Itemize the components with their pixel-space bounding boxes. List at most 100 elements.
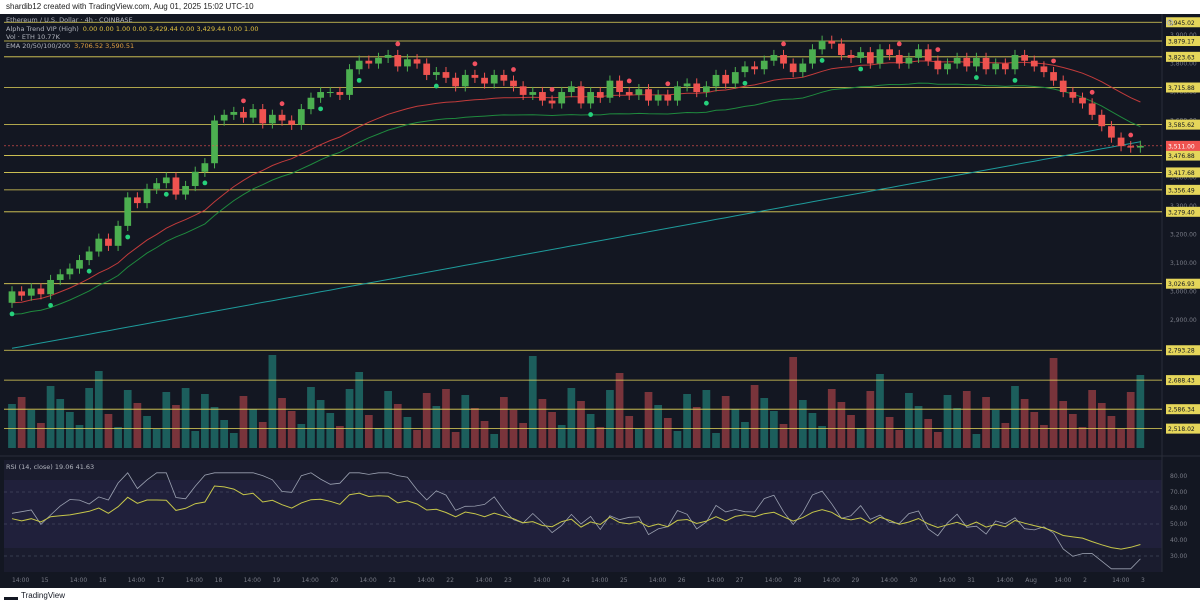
candle-body[interactable] xyxy=(674,86,681,101)
candle-body[interactable] xyxy=(982,57,990,70)
candle-body[interactable] xyxy=(809,49,816,64)
candle-body[interactable] xyxy=(317,92,324,98)
candle-body[interactable] xyxy=(760,60,768,70)
candle-body[interactable] xyxy=(384,55,392,58)
candle-body[interactable] xyxy=(751,66,758,70)
candle-body[interactable] xyxy=(1011,55,1019,70)
candle-body[interactable] xyxy=(606,80,614,98)
candle-body[interactable] xyxy=(346,69,353,95)
candle-body[interactable] xyxy=(596,92,604,98)
candle-body[interactable] xyxy=(191,171,199,187)
candle-body[interactable] xyxy=(722,74,730,84)
candle-body[interactable] xyxy=(37,288,45,295)
candle-body[interactable] xyxy=(432,72,440,75)
candle-body[interactable] xyxy=(1021,55,1029,61)
candle-body[interactable] xyxy=(375,57,382,64)
candle-body[interactable] xyxy=(973,57,980,67)
candle-body[interactable] xyxy=(1117,137,1125,147)
candle-body[interactable] xyxy=(249,109,257,118)
candle-body[interactable] xyxy=(452,77,460,87)
candle-body[interactable] xyxy=(828,40,836,44)
candle-body[interactable] xyxy=(702,86,710,93)
candle-body[interactable] xyxy=(818,40,826,50)
candle-body[interactable] xyxy=(953,57,961,64)
candle-body[interactable] xyxy=(500,74,508,81)
candle-body[interactable] xyxy=(886,49,893,56)
candle-body[interactable] xyxy=(143,188,151,204)
candle-body[interactable] xyxy=(365,60,373,64)
gear-icon[interactable] xyxy=(1164,18,1176,30)
candle-body[interactable] xyxy=(1127,146,1135,148)
candle-body[interactable] xyxy=(1108,126,1115,138)
candle-body[interactable] xyxy=(731,72,739,84)
candle-body[interactable] xyxy=(1040,66,1048,73)
candle-body[interactable] xyxy=(288,120,296,125)
candle-body[interactable] xyxy=(616,80,623,93)
candle-body[interactable] xyxy=(693,83,701,93)
candle-body[interactable] xyxy=(780,55,787,64)
candle-body[interactable] xyxy=(220,114,228,121)
candle-body[interactable] xyxy=(539,92,546,101)
candle-body[interactable] xyxy=(963,57,971,67)
candle-body[interactable] xyxy=(162,177,170,184)
candle-body[interactable] xyxy=(442,72,450,78)
candle-body[interactable] xyxy=(211,120,218,164)
candle-body[interactable] xyxy=(47,279,54,295)
candle-body[interactable] xyxy=(461,74,469,87)
candle-body[interactable] xyxy=(259,109,267,124)
chart-area[interactable]: 3,900.003,800.003,700.003,600.003,500.00… xyxy=(0,14,1200,588)
candle-body[interactable] xyxy=(1050,72,1057,81)
candle-body[interactable] xyxy=(18,291,26,296)
candle-body[interactable] xyxy=(27,288,35,296)
candle-body[interactable] xyxy=(857,52,865,58)
candle-body[interactable] xyxy=(1001,63,1009,70)
candle-body[interactable] xyxy=(558,92,566,104)
rsi-legend[interactable]: RSI (14, close) 19.06 41.63 xyxy=(6,463,94,471)
candle-body[interactable] xyxy=(915,49,922,58)
candle-body[interactable] xyxy=(625,92,633,95)
candle-body[interactable] xyxy=(519,86,527,95)
candle-body[interactable] xyxy=(741,66,749,73)
candle-body[interactable] xyxy=(1079,97,1086,104)
candle-body[interactable] xyxy=(95,238,103,252)
legend-symbol[interactable]: Ethereum / U.S. Dollar · 4h · COINBASE xyxy=(6,16,259,25)
candle-body[interactable] xyxy=(404,59,411,67)
candle-body[interactable] xyxy=(172,177,180,195)
candle-body[interactable] xyxy=(770,55,778,61)
candle-body[interactable] xyxy=(548,100,556,104)
candle-body[interactable] xyxy=(1088,103,1096,115)
candle-body[interactable] xyxy=(114,225,122,246)
candle-body[interactable] xyxy=(105,238,112,246)
candle-body[interactable] xyxy=(992,63,1000,70)
candle-body[interactable] xyxy=(85,251,93,261)
candle-body[interactable] xyxy=(230,111,238,115)
candle-body[interactable] xyxy=(712,74,720,87)
candle-body[interactable] xyxy=(683,83,691,87)
candle-body[interactable] xyxy=(635,89,643,95)
candle-body[interactable] xyxy=(124,197,132,226)
candle-body[interactable] xyxy=(944,63,951,70)
candle-body[interactable] xyxy=(567,86,575,93)
candle-body[interactable] xyxy=(394,55,402,67)
candle-body[interactable] xyxy=(866,52,874,64)
candle-body[interactable] xyxy=(654,94,662,101)
candle-body[interactable] xyxy=(355,60,363,70)
candle-body[interactable] xyxy=(876,49,884,64)
candle-body[interactable] xyxy=(423,63,431,75)
candle-body[interactable] xyxy=(240,111,247,118)
candle-body[interactable] xyxy=(664,94,672,101)
candle-body[interactable] xyxy=(76,260,83,269)
price-chart-svg[interactable]: 3,900.003,800.003,700.003,600.003,500.00… xyxy=(0,14,1200,588)
candle-body[interactable] xyxy=(799,63,807,73)
legend-alpha-trend[interactable]: Alpha Trend VIP (High) 0.00 0.00 1.00 0.0… xyxy=(6,25,259,34)
candle-body[interactable] xyxy=(153,183,161,189)
candle-body[interactable] xyxy=(56,274,64,280)
candle-body[interactable] xyxy=(510,80,517,87)
candle-body[interactable] xyxy=(905,57,913,64)
candle-body[interactable] xyxy=(577,86,585,104)
candle-body[interactable] xyxy=(529,92,537,95)
candle-body[interactable] xyxy=(924,49,932,61)
candle-body[interactable] xyxy=(269,114,276,124)
candle-body[interactable] xyxy=(587,92,595,104)
candle-body[interactable] xyxy=(847,55,855,58)
